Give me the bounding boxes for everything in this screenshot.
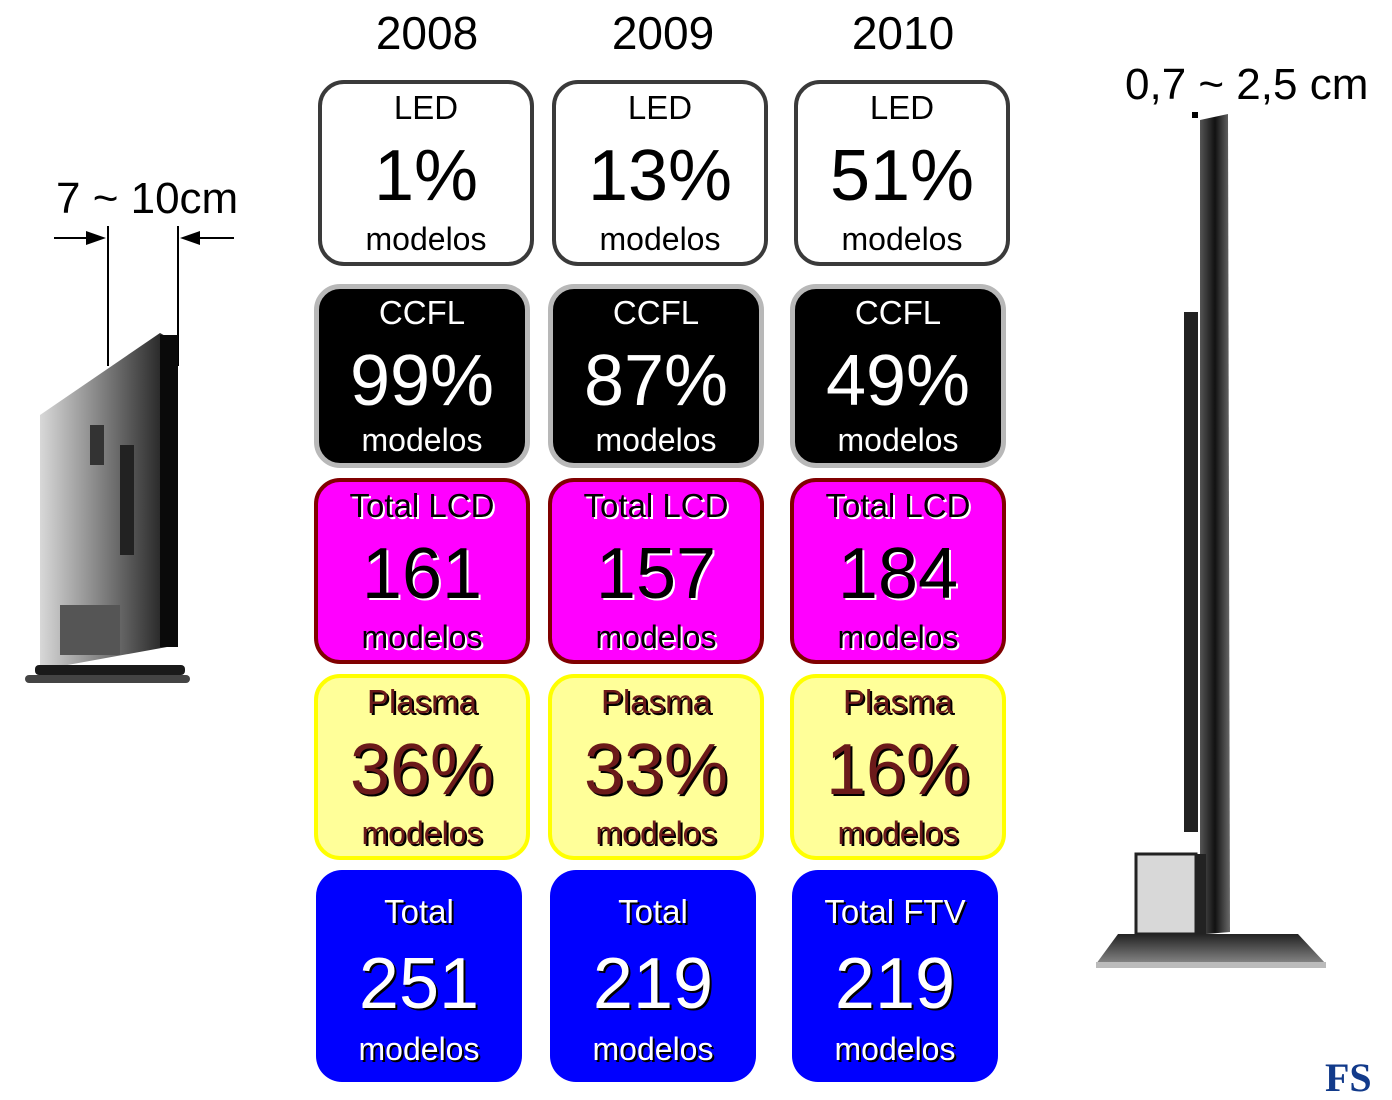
total-label: Total FTV xyxy=(824,893,966,930)
led-value: 1% xyxy=(373,136,479,216)
ccfl-box-2010: CCFL 49% modelos xyxy=(790,284,1006,468)
ccfl-box-2009: CCFL 87% modelos xyxy=(548,284,764,468)
ccfl-label: CCFL xyxy=(378,294,466,331)
ccfl-unit: modelos xyxy=(361,422,483,458)
led-label: LED xyxy=(869,89,935,126)
lcd-value: 157 xyxy=(595,534,717,614)
year-header-2008: 2008 xyxy=(375,7,479,59)
ccfl-value: 49% xyxy=(825,341,971,421)
led-unit: modelos xyxy=(365,221,487,257)
total-value: 251 xyxy=(358,944,480,1024)
total-unit: modelos xyxy=(834,1031,956,1067)
total-label: Total xyxy=(384,893,454,930)
led-box-2009: LED 13% modelos xyxy=(552,80,768,266)
brand-logo: FS xyxy=(1325,1055,1372,1100)
plasma-label: Plasma xyxy=(366,683,478,720)
led-label: LED xyxy=(627,89,693,126)
total-unit: modelos xyxy=(592,1031,714,1067)
plasma-value: 33% xyxy=(583,730,729,810)
plasma-box-2010: Plasma 16% modelos xyxy=(790,674,1006,860)
left-thickness-label: 7 ~ 10cm xyxy=(56,174,239,223)
lcd-unit: modelos xyxy=(595,619,717,655)
ccfl-label: CCFL xyxy=(854,294,942,331)
total-value: 219 xyxy=(592,944,714,1024)
ccfl-label: CCFL xyxy=(612,294,700,331)
total-unit: modelos xyxy=(358,1031,480,1067)
ccfl-value: 87% xyxy=(583,341,729,421)
led-unit: modelos xyxy=(841,221,963,257)
plasma-label: Plasma xyxy=(600,683,712,720)
lcd-box-2008: Total LCD 161 modelos xyxy=(314,478,530,664)
lcd-box-2010: Total LCD 184 modelos xyxy=(790,478,1006,664)
ccfl-unit: modelos xyxy=(595,422,717,458)
year-header-2010: 2010 xyxy=(851,7,955,59)
plasma-box-2008: Plasma 36% modelos xyxy=(314,674,530,860)
lcd-label: Total LCD xyxy=(583,487,729,524)
tv-side-thin-icon xyxy=(1096,112,1326,968)
led-label: LED xyxy=(393,89,459,126)
year-header-2009: 2009 xyxy=(611,7,715,59)
lcd-unit: modelos xyxy=(361,619,483,655)
plasma-label: Plasma xyxy=(842,683,954,720)
tv-side-thick-icon xyxy=(25,333,190,683)
led-value: 51% xyxy=(829,136,975,216)
plasma-box-2009: Plasma 33% modelos xyxy=(548,674,764,860)
led-value: 13% xyxy=(587,136,733,216)
lcd-label: Total LCD xyxy=(349,487,495,524)
lcd-box-2009: Total LCD 157 modelos xyxy=(548,478,764,664)
total-box-2009: Total 219 modelos xyxy=(550,870,756,1082)
total-box-2010: Total FTV 219 modelos xyxy=(792,870,998,1082)
plasma-unit: modelos xyxy=(361,815,483,851)
total-label: Total xyxy=(618,893,688,930)
plasma-value: 36% xyxy=(349,730,495,810)
plasma-value: 16% xyxy=(825,730,971,810)
ccfl-box-2008: CCFL 99% modelos xyxy=(314,284,530,468)
ccfl-unit: modelos xyxy=(837,422,959,458)
total-value: 219 xyxy=(834,944,956,1024)
led-unit: modelos xyxy=(599,221,721,257)
led-box-2008: LED 1% modelos xyxy=(318,80,534,266)
led-box-2010: LED 51% modelos xyxy=(794,80,1010,266)
plasma-unit: modelos xyxy=(595,815,717,851)
lcd-label: Total LCD xyxy=(825,487,971,524)
lcd-unit: modelos xyxy=(837,619,959,655)
right-thickness-label: 0,7 ~ 2,5 cm xyxy=(1125,60,1369,109)
plasma-unit: modelos xyxy=(837,815,959,851)
lcd-value: 184 xyxy=(837,534,959,614)
total-box-2008: Total 251 modelos xyxy=(316,870,522,1082)
lcd-value: 161 xyxy=(361,534,483,614)
ccfl-value: 99% xyxy=(349,341,495,421)
